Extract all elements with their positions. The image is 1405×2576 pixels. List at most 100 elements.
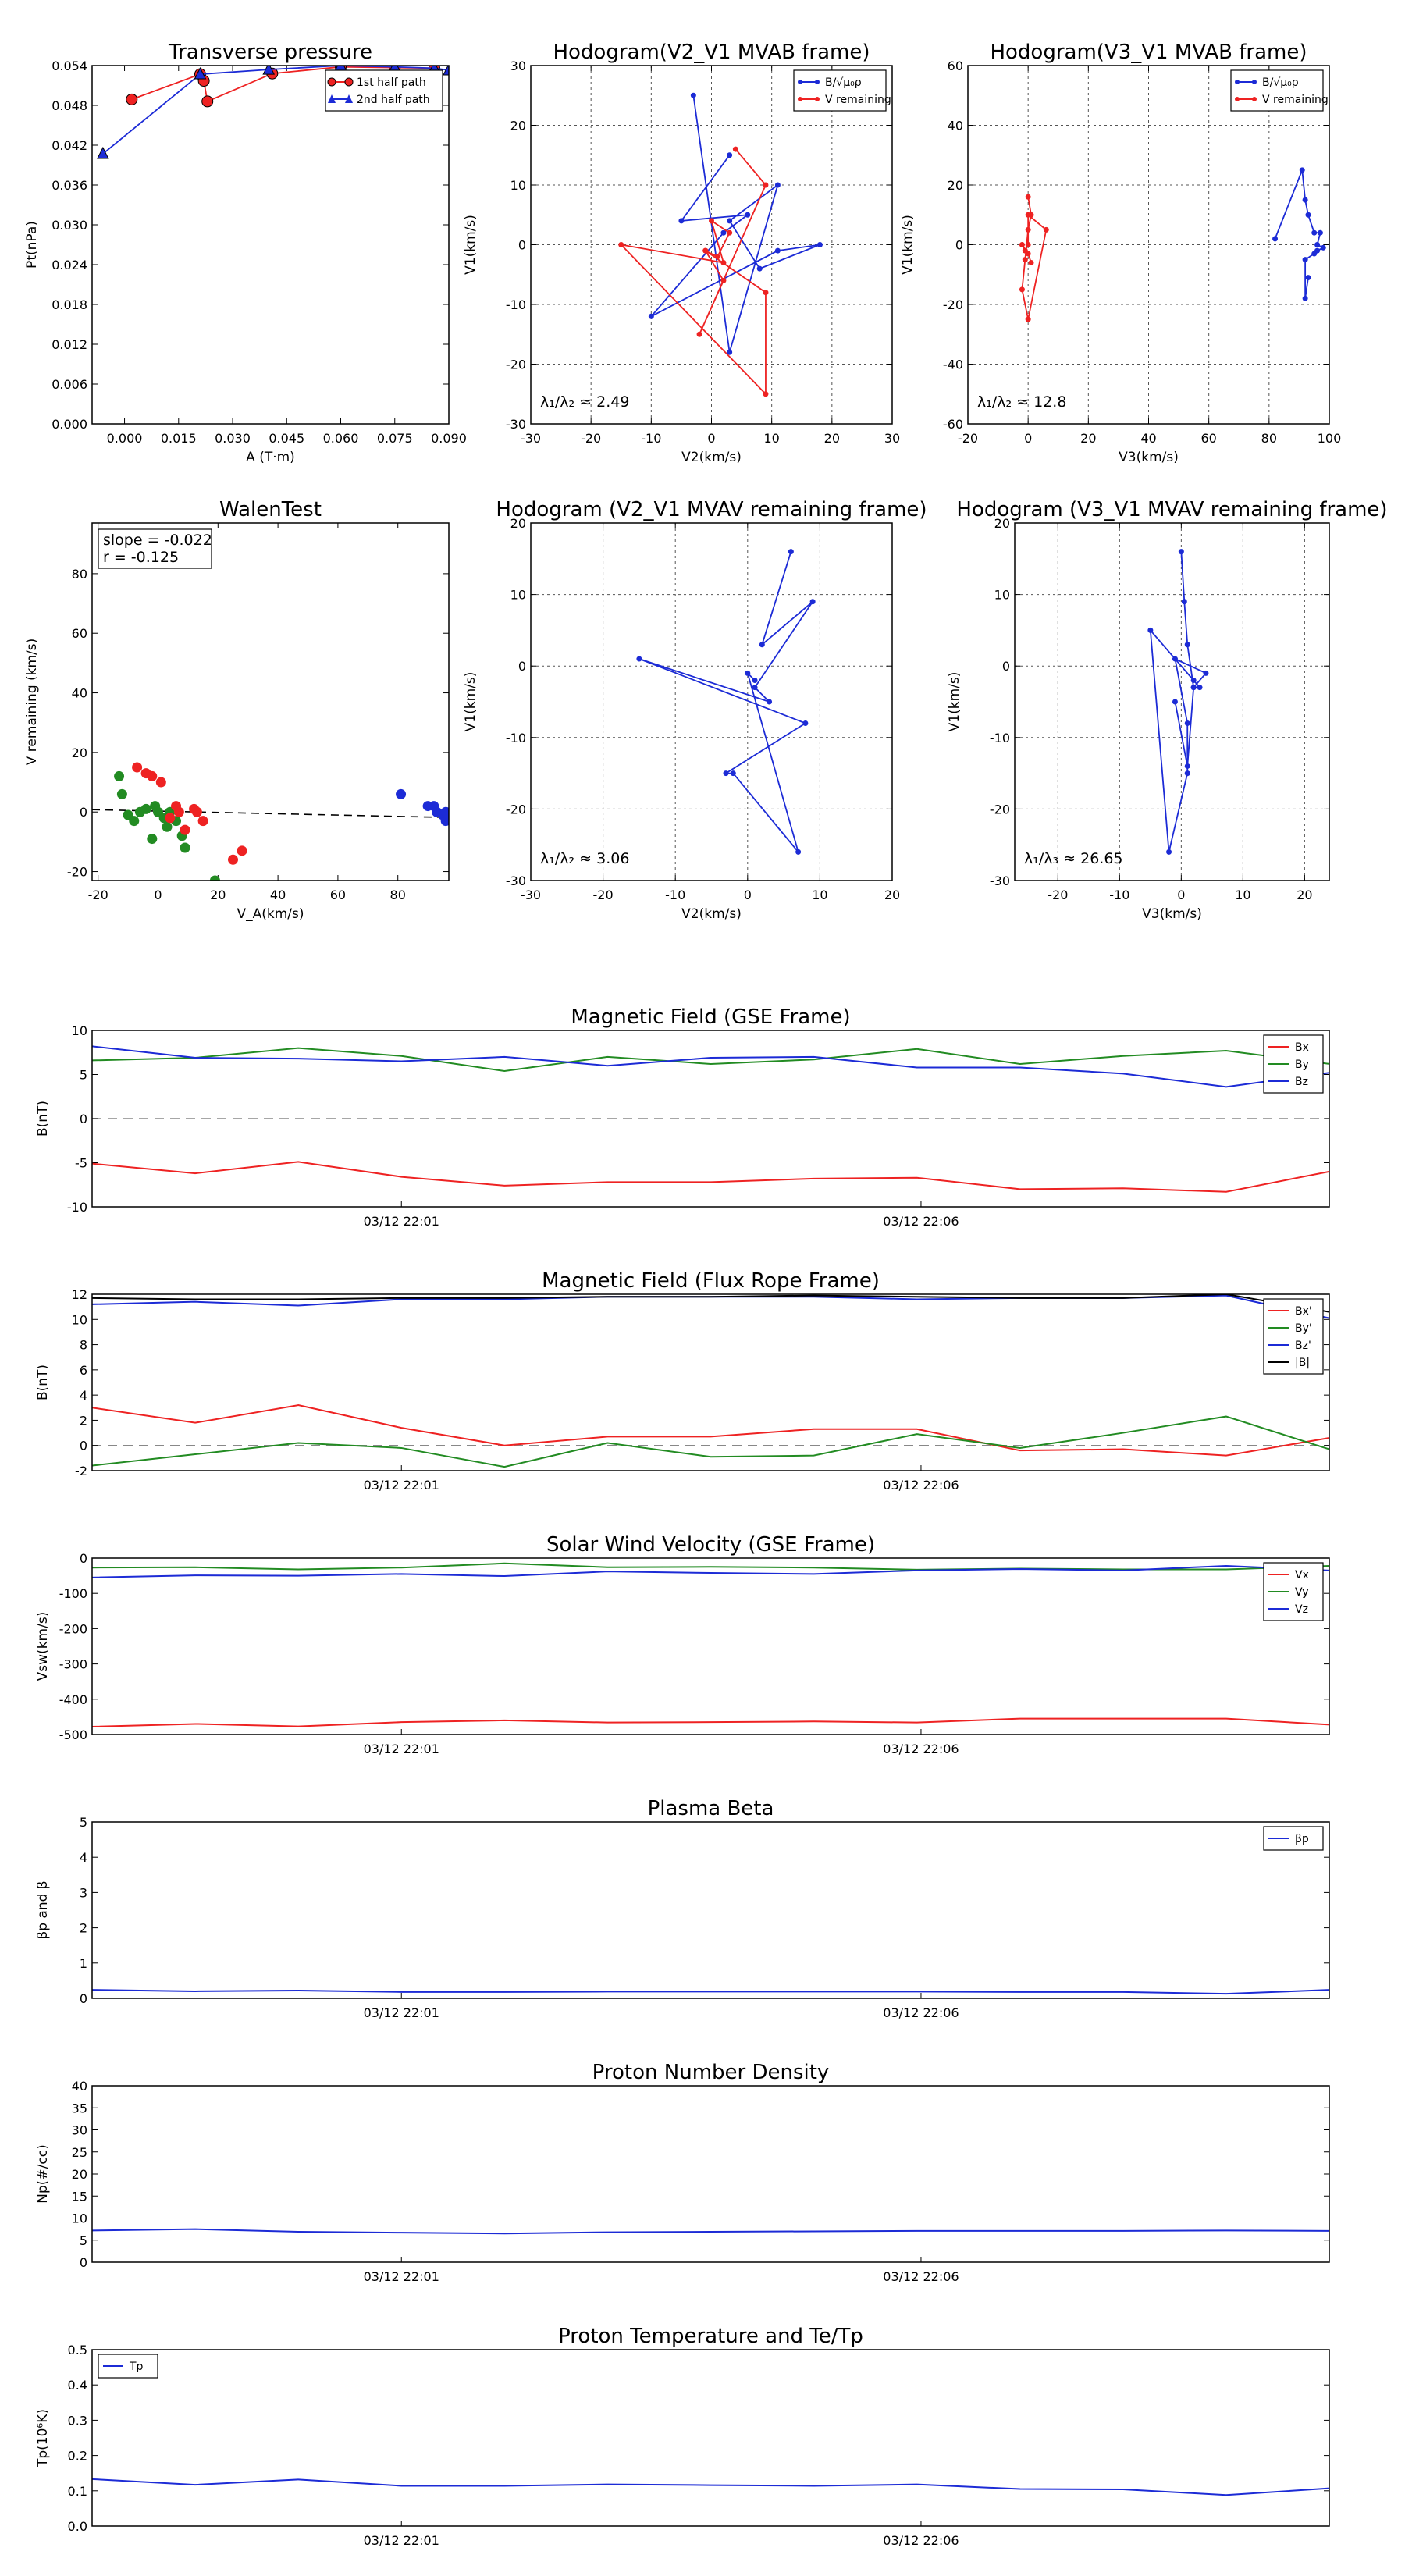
- data-point: [132, 762, 143, 773]
- y-tick-label: -30: [506, 873, 526, 888]
- x-tick-label: 0: [1177, 888, 1185, 902]
- data-point: [802, 720, 809, 726]
- x-axis-label: V3(km/s): [1119, 450, 1179, 465]
- x-tick-label: -20: [581, 431, 601, 446]
- plot-area: [92, 2478, 1329, 2496]
- data-point: [648, 313, 654, 319]
- legend-marker: [345, 94, 353, 103]
- legend-label: V remaining: [825, 94, 891, 106]
- data-point: [727, 349, 733, 355]
- data-point: [1022, 257, 1028, 263]
- legend: βp: [1263, 1826, 1324, 1851]
- plot-frame: [91, 1821, 1330, 1999]
- data-point: [1025, 212, 1031, 218]
- data-point: [1184, 770, 1190, 777]
- x-tick-label: 40: [1140, 431, 1156, 446]
- y-tick-label: 35: [72, 2101, 87, 2115]
- legend-marker: [344, 77, 354, 87]
- x-tick-label: 0.045: [269, 431, 304, 446]
- data-point: [720, 229, 727, 236]
- data-point: [1311, 229, 1318, 236]
- legend-label: Vz: [1295, 1603, 1308, 1616]
- chart-title: Proton Number Density: [592, 2061, 830, 2084]
- x-tick-label: 03/12 22:06: [883, 2533, 959, 2548]
- data-point: [745, 212, 751, 218]
- x-axis-label: V2(km/s): [681, 450, 742, 465]
- chart-panel-ts1: Magnetic Field (GSE Frame) -10 -5 0 5 10 03/12…: [35, 1005, 1330, 1229]
- data-point: [1184, 720, 1190, 726]
- y-tick-label: 20: [72, 745, 87, 760]
- legend-label: 2nd half path: [357, 94, 430, 106]
- data-point: [727, 229, 733, 236]
- data-point: [1019, 242, 1025, 247]
- y-tick-label: 0.054: [52, 59, 87, 73]
- eigenvalue-ratio-annotation: λ₁/λ₃ ≈ 26.65: [1024, 850, 1123, 867]
- data-point: [262, 66, 276, 75]
- data-point: [795, 849, 802, 855]
- data-point: [723, 770, 729, 777]
- y-tick-label: 80: [72, 567, 87, 582]
- data-point: [1272, 236, 1279, 242]
- eigenvalue-ratio-annotation: λ₁/λ₂ ≈ 12.8: [977, 393, 1066, 411]
- data-point: [1302, 197, 1308, 203]
- y-tick-label: 0: [80, 805, 87, 820]
- chart-title: Hodogram(V2_V1 MVAB frame): [553, 41, 870, 64]
- y-tick-label: 5: [80, 1068, 87, 1083]
- data-point: [180, 824, 190, 835]
- data-point: [147, 834, 158, 845]
- plot-frame: [91, 522, 450, 881]
- chart-title: Transverse pressure: [168, 41, 372, 64]
- y-tick-label: 0.006: [52, 377, 87, 392]
- y-tick-label: 0.018: [52, 297, 87, 312]
- data-point: [237, 845, 247, 856]
- x-tick-label: -30: [521, 431, 541, 446]
- series-line-By': [92, 1415, 1329, 1468]
- data-point: [1181, 599, 1187, 605]
- x-tick-label: 03/12 22:06: [883, 1478, 959, 1493]
- chart-title: Plasma Beta: [648, 1797, 774, 1820]
- y-tick-label: 4: [80, 1850, 87, 1865]
- data-point: [155, 777, 166, 788]
- chart-title: Solar Wind Velocity (GSE Frame): [546, 1533, 875, 1557]
- chart-panel-ts4: Plasma Beta 0 1 2 3 4 5 03/12 22:01 03/12 22:06 β…: [35, 1797, 1330, 2020]
- data-point: [678, 218, 685, 224]
- y-tick-label: 30: [510, 59, 526, 73]
- data-point: [1172, 656, 1178, 662]
- plot-frame: [91, 1293, 1330, 1471]
- x-tick-label: 20: [210, 888, 226, 902]
- legend-box: [98, 2354, 158, 2379]
- y-axis-label: V1(km/s): [947, 672, 962, 732]
- data-point: [209, 875, 220, 881]
- data-point: [165, 813, 176, 824]
- series-line-0: [1149, 551, 1208, 852]
- legend-marker: [798, 97, 802, 101]
- y-tick-label: 20: [948, 178, 963, 193]
- legend-marker: [1235, 97, 1240, 101]
- y-tick-label: 30: [72, 2123, 87, 2138]
- x-tick-label: -20: [593, 888, 614, 902]
- data-point: [1147, 627, 1154, 633]
- data-point: [752, 685, 758, 691]
- data-point: [696, 331, 702, 337]
- y-tick-label: 0: [518, 238, 526, 253]
- data-point: [1305, 275, 1311, 281]
- data-point: [1305, 212, 1311, 218]
- x-tick-label: 0.000: [107, 431, 143, 446]
- data-point: [1184, 642, 1190, 648]
- x-tick-label: -20: [958, 431, 978, 446]
- plot-area: [618, 92, 823, 397]
- y-tick-label: 0: [80, 2255, 87, 2270]
- x-axis-label: V_A(km/s): [237, 906, 304, 922]
- y-axis-label: B(nT): [35, 1101, 51, 1137]
- series-line-B/√μ₀ρ: [650, 95, 820, 353]
- y-tick-label: 40: [72, 2079, 87, 2094]
- y-tick-label: 12: [72, 1287, 87, 1302]
- x-tick-label: 20: [884, 888, 900, 902]
- chart-title: WalenTest: [219, 498, 322, 521]
- x-tick-label: -10: [641, 431, 661, 446]
- data-point: [443, 813, 449, 824]
- x-axis-label: V3(km/s): [1142, 906, 1202, 922]
- y-tick-label: 0.3: [68, 2413, 87, 2428]
- data-point: [763, 290, 769, 296]
- y-axis-label: Vsw(km/s): [35, 1612, 51, 1681]
